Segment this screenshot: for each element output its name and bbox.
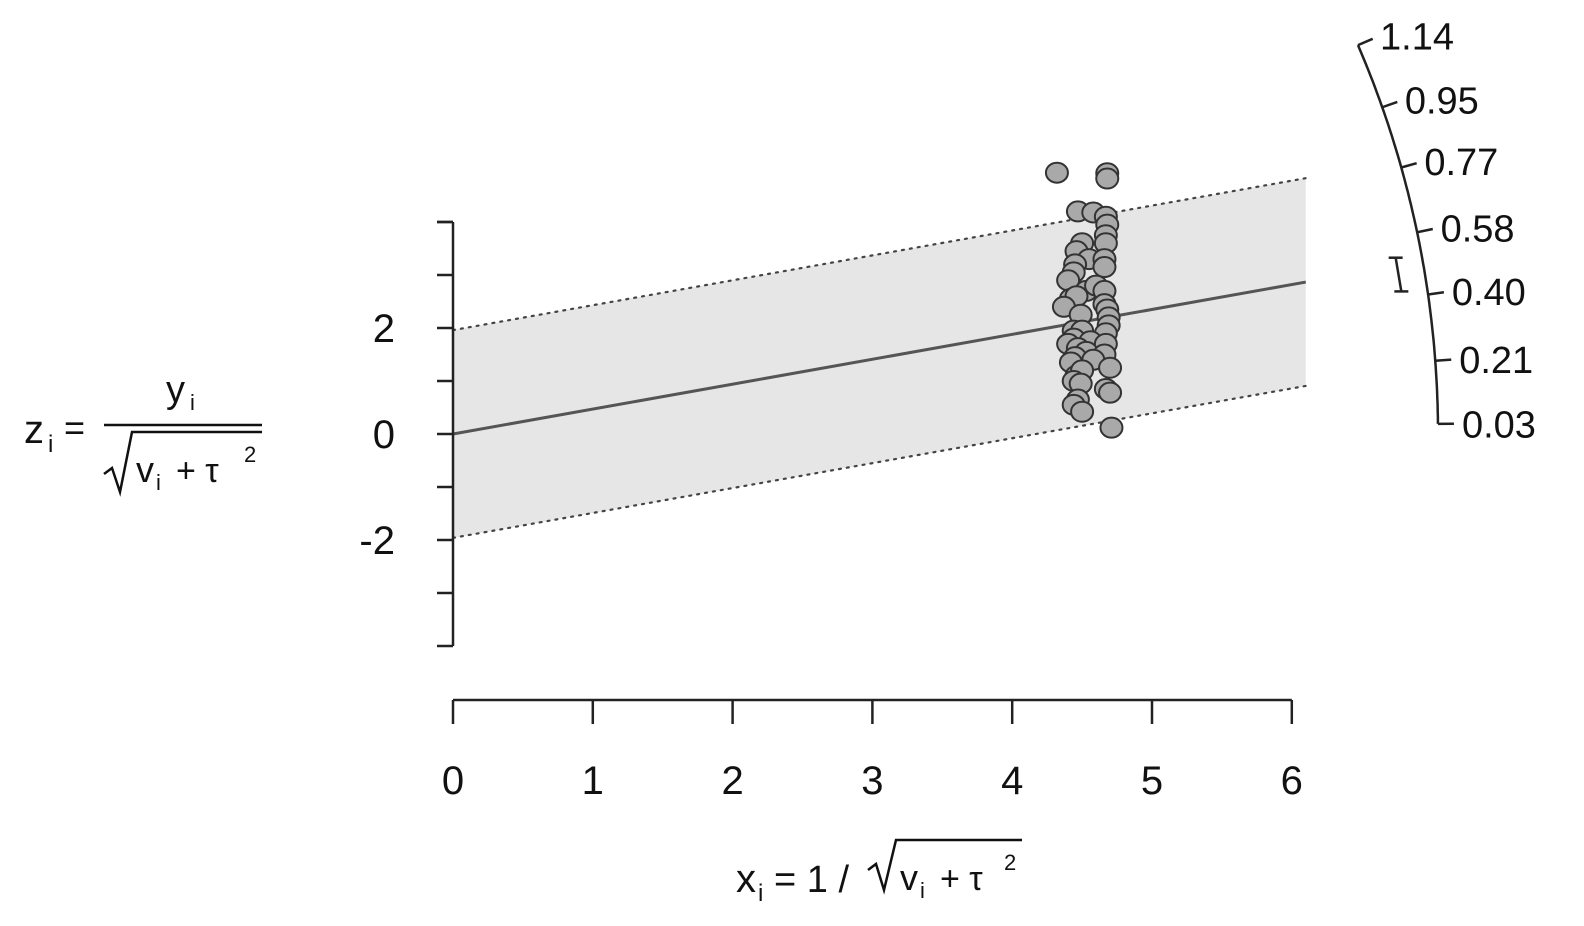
- data-point: [1044, 161, 1069, 184]
- x-axis-label: x i = 1 / v i + τ 2: [736, 838, 1022, 907]
- radial-tick: [1381, 100, 1398, 109]
- ylabel-den-sup: 2: [244, 442, 256, 467]
- band-lower-line: [451, 384, 1307, 539]
- y-tick-label: -2: [359, 519, 395, 563]
- x-tick-label: 3: [861, 759, 883, 803]
- ylabel-eq: =: [64, 407, 85, 448]
- radial-tick-label: 0.77: [1424, 142, 1498, 184]
- x-tick-label: 2: [721, 759, 743, 803]
- y-axis: -2 0 2: [359, 220, 455, 648]
- data-point: [1099, 416, 1124, 439]
- ylabel-num: y: [166, 369, 185, 411]
- radial-scale-arc: [1356, 44, 1440, 424]
- x-tick-label: 0: [442, 759, 464, 803]
- radial-scale: 1.14 0.95 0.77 0.58 0.40 0.21 0.03: [1356, 17, 1536, 447]
- xlabel-lhs: x: [736, 857, 756, 901]
- ylabel-den-sub: i: [156, 470, 161, 495]
- xlabel-lhs-sub: i: [758, 880, 763, 907]
- radial-tick: [1357, 37, 1374, 47]
- data-point: [1098, 381, 1123, 404]
- data-point: [1092, 256, 1117, 279]
- y-axis-label: z i = y i v i + τ 2: [24, 369, 262, 497]
- ylabel-den-v: v: [136, 449, 154, 490]
- radial-tick-label: 1.14: [1380, 17, 1454, 59]
- x-axis: 0 1 2 3 4 5 6: [442, 698, 1303, 803]
- data-points: [1044, 161, 1124, 439]
- summary-ci-bar: [1394, 257, 1403, 292]
- ylabel-radical-sign: [103, 430, 262, 497]
- data-point: [1070, 400, 1095, 423]
- radial-tick: [1435, 358, 1452, 363]
- radial-tick-label: 0.58: [1441, 208, 1515, 250]
- x-tick-label: 4: [1001, 759, 1023, 803]
- radial-tick: [1416, 227, 1434, 234]
- radial-tick: [1427, 290, 1445, 296]
- ylabel-num-sub: i: [190, 390, 195, 415]
- band-upper-line: [451, 177, 1307, 332]
- radial-tick-label: 0.03: [1462, 405, 1536, 447]
- fit-line-layer: [452, 280, 1307, 436]
- fit-line: [452, 280, 1307, 436]
- xlabel-radical-sign: [867, 838, 1022, 895]
- xlabel-eq: = 1 /: [774, 859, 849, 901]
- ylabel-lhs-sub: i: [48, 431, 53, 458]
- x-tick-label: 1: [582, 759, 604, 803]
- xlabel-rad-sub: i: [920, 878, 925, 903]
- ylabel-den-plus: + τ: [176, 452, 219, 490]
- y-tick-label: 2: [373, 307, 395, 351]
- data-point: [1095, 167, 1120, 190]
- y-tick-label: 0: [373, 413, 395, 457]
- data-point: [1098, 356, 1123, 379]
- radial-tick-label: 0.40: [1452, 272, 1526, 314]
- radial-tick-label: 0.95: [1405, 80, 1479, 122]
- radial-tick-label: 0.21: [1459, 340, 1533, 382]
- radial-tick: [1400, 161, 1418, 169]
- xlabel-rad-plus: + τ: [940, 860, 983, 898]
- x-tick-label: 6: [1281, 759, 1303, 803]
- x-tick-label: 5: [1141, 759, 1163, 803]
- xlabel-rad-v: v: [900, 857, 918, 898]
- xlabel-rad-sup: 2: [1004, 850, 1016, 875]
- ylabel-lhs: z: [24, 408, 44, 452]
